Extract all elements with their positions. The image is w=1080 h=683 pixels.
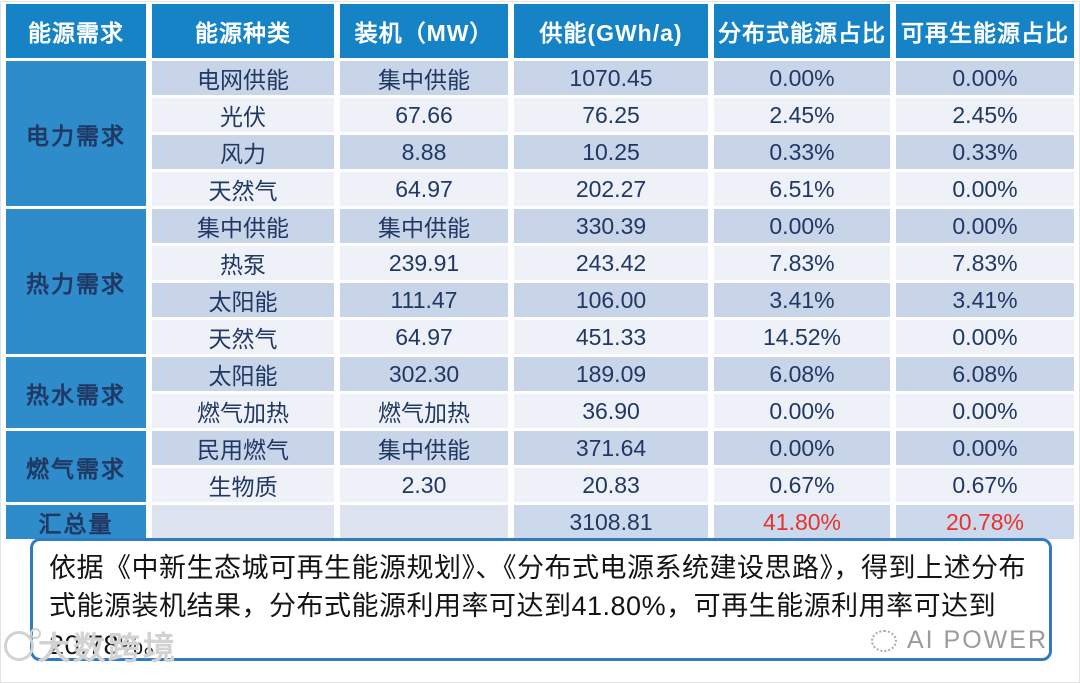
table-cell: 0.33% bbox=[714, 135, 890, 169]
table-cell: 67.66 bbox=[340, 98, 508, 132]
table-cell: 6.51% bbox=[714, 172, 890, 206]
table-cell: 6.08% bbox=[896, 357, 1074, 391]
table-cell: 光伏 bbox=[152, 98, 334, 132]
summary-note-text: 依据《中新生态城可再生能源规划》、《分布式电源系统建设思路》，得到上述分布式能源… bbox=[49, 553, 1026, 660]
table-cell: 20.83 bbox=[514, 468, 708, 502]
total-supply-cell: 3108.81 bbox=[514, 505, 708, 539]
table-row: 天然气 64.97 451.33 14.52% 0.00% bbox=[6, 320, 1074, 354]
table-cell: 2.45% bbox=[896, 98, 1074, 132]
table-cell: 集中供能 bbox=[340, 61, 508, 95]
table-cell: 民用燃气 bbox=[152, 431, 334, 465]
table-cell: 3.41% bbox=[714, 283, 890, 317]
table-cell: 330.39 bbox=[514, 209, 708, 243]
table-row: 燃气加热 燃气加热 36.90 0.00% 0.00% bbox=[6, 394, 1074, 428]
table-cell: 14.52% bbox=[714, 320, 890, 354]
table-cell: 7.83% bbox=[714, 246, 890, 280]
column-header: 能源种类 bbox=[152, 4, 334, 58]
table-row: 生物质 2.30 20.83 0.67% 0.67% bbox=[6, 468, 1074, 502]
table-cell: 热泵 bbox=[152, 246, 334, 280]
table-cell: 7.83% bbox=[896, 246, 1074, 280]
table-row: 天然气 64.97 202.27 6.51% 0.00% bbox=[6, 172, 1074, 206]
table-cell: 302.30 bbox=[340, 357, 508, 391]
table-cell: 燃气加热 bbox=[340, 394, 508, 428]
table-cell: 0.00% bbox=[896, 61, 1074, 95]
table-cell: 集中供能 bbox=[340, 209, 508, 243]
table-cell: 风力 bbox=[152, 135, 334, 169]
table-cell bbox=[152, 505, 334, 539]
total-row: 汇总量 3108.81 41.80% 20.78% bbox=[6, 505, 1074, 539]
table-cell: 太阳能 bbox=[152, 283, 334, 317]
table-cell: 189.09 bbox=[514, 357, 708, 391]
column-header: 能源需求 bbox=[6, 4, 146, 58]
demand-group-cell: 热水需求 bbox=[6, 357, 146, 428]
table-cell: 0.00% bbox=[896, 172, 1074, 206]
table-cell: 集中供能 bbox=[340, 431, 508, 465]
table-cell: 0.00% bbox=[896, 320, 1074, 354]
table-cell: 76.25 bbox=[514, 98, 708, 132]
table-row: 风力 8.88 10.25 0.33% 0.33% bbox=[6, 135, 1074, 169]
table-cell: 0.00% bbox=[714, 61, 890, 95]
table-cell: 0.00% bbox=[714, 431, 890, 465]
table-cell: 6.08% bbox=[714, 357, 890, 391]
table-cell: 3.41% bbox=[896, 283, 1074, 317]
demand-group-cell: 热力需求 bbox=[6, 209, 146, 354]
table-cell: 0.00% bbox=[896, 209, 1074, 243]
table-row: 光伏 67.66 76.25 2.45% 2.45% bbox=[6, 98, 1074, 132]
table-cell: 64.97 bbox=[340, 172, 508, 206]
table-cell: 1070.45 bbox=[514, 61, 708, 95]
table-cell: 2.30 bbox=[340, 468, 508, 502]
table-row: 太阳能 111.47 106.00 3.41% 3.41% bbox=[6, 283, 1074, 317]
table-cell: 243.42 bbox=[514, 246, 708, 280]
table-cell: 239.91 bbox=[340, 246, 508, 280]
table-cell: 8.88 bbox=[340, 135, 508, 169]
total-label-cell: 汇总量 bbox=[6, 505, 146, 539]
table-cell: 0.00% bbox=[714, 394, 890, 428]
table-row: 热力需求 集中供能 集中供能 330.39 0.00% 0.00% bbox=[6, 209, 1074, 354]
table-cell: 106.00 bbox=[514, 283, 708, 317]
column-header: 供能(GWh/a) bbox=[514, 4, 708, 58]
table-row: 燃气需求 民用燃气 集中供能 371.64 0.00% 0.00% bbox=[6, 431, 1074, 502]
table-row: 热泵 239.91 243.42 7.83% 7.83% bbox=[6, 246, 1074, 280]
table-cell: 集中供能 bbox=[152, 209, 334, 243]
table-cell: 10.25 bbox=[514, 135, 708, 169]
table-cell: 0.00% bbox=[896, 394, 1074, 428]
table-cell: 太阳能 bbox=[152, 357, 334, 391]
demand-group-cell: 电力需求 bbox=[6, 61, 146, 206]
table-cell: 生物质 bbox=[152, 468, 334, 502]
total-distributed-share-cell: 41.80% bbox=[714, 505, 890, 539]
table-cell: 0.00% bbox=[896, 431, 1074, 465]
table-cell: 2.45% bbox=[714, 98, 890, 132]
table-cell: 0.67% bbox=[896, 468, 1074, 502]
summary-note-box: 依据《中新生态城可再生能源规划》、《分布式电源系统建设思路》，得到上述分布式能源… bbox=[30, 538, 1052, 661]
table-cell bbox=[340, 505, 508, 539]
table-header-row: 能源需求 能源种类 装机（MW） 供能(GWh/a) 分布式能源占比 可再生能源占比 bbox=[6, 4, 1074, 58]
table-cell: 371.64 bbox=[514, 431, 708, 465]
table-cell: 电网供能 bbox=[152, 61, 334, 95]
demand-group-cell: 燃气需求 bbox=[6, 431, 146, 502]
table-row: 电力需求 电网供能 集中供能 1070.45 0.00% 0.00% bbox=[6, 61, 1074, 206]
table-cell: 451.33 bbox=[514, 320, 708, 354]
table-cell: 燃气加热 bbox=[152, 394, 334, 428]
total-renewable-share-cell: 20.78% bbox=[896, 505, 1074, 539]
column-header: 可再生能源占比 bbox=[896, 4, 1074, 58]
table-cell: 36.90 bbox=[514, 394, 708, 428]
table-cell: 64.97 bbox=[340, 320, 508, 354]
column-header: 分布式能源占比 bbox=[714, 4, 890, 58]
table-cell: 天然气 bbox=[152, 172, 334, 206]
table-cell: 111.47 bbox=[340, 283, 508, 317]
table-cell: 0.33% bbox=[896, 135, 1074, 169]
table-cell: 0.00% bbox=[714, 209, 890, 243]
table-row: 热水需求 太阳能 302.30 189.09 6.08% 6.08% bbox=[6, 357, 1074, 428]
table-cell: 0.67% bbox=[714, 468, 890, 502]
table-cell: 天然气 bbox=[152, 320, 334, 354]
table-cell: 202.27 bbox=[514, 172, 708, 206]
energy-demand-table: 能源需求 能源种类 装机（MW） 供能(GWh/a) 分布式能源占比 可再生能源占比 电力… bbox=[0, 1, 1080, 542]
column-header: 装机（MW） bbox=[340, 4, 508, 58]
